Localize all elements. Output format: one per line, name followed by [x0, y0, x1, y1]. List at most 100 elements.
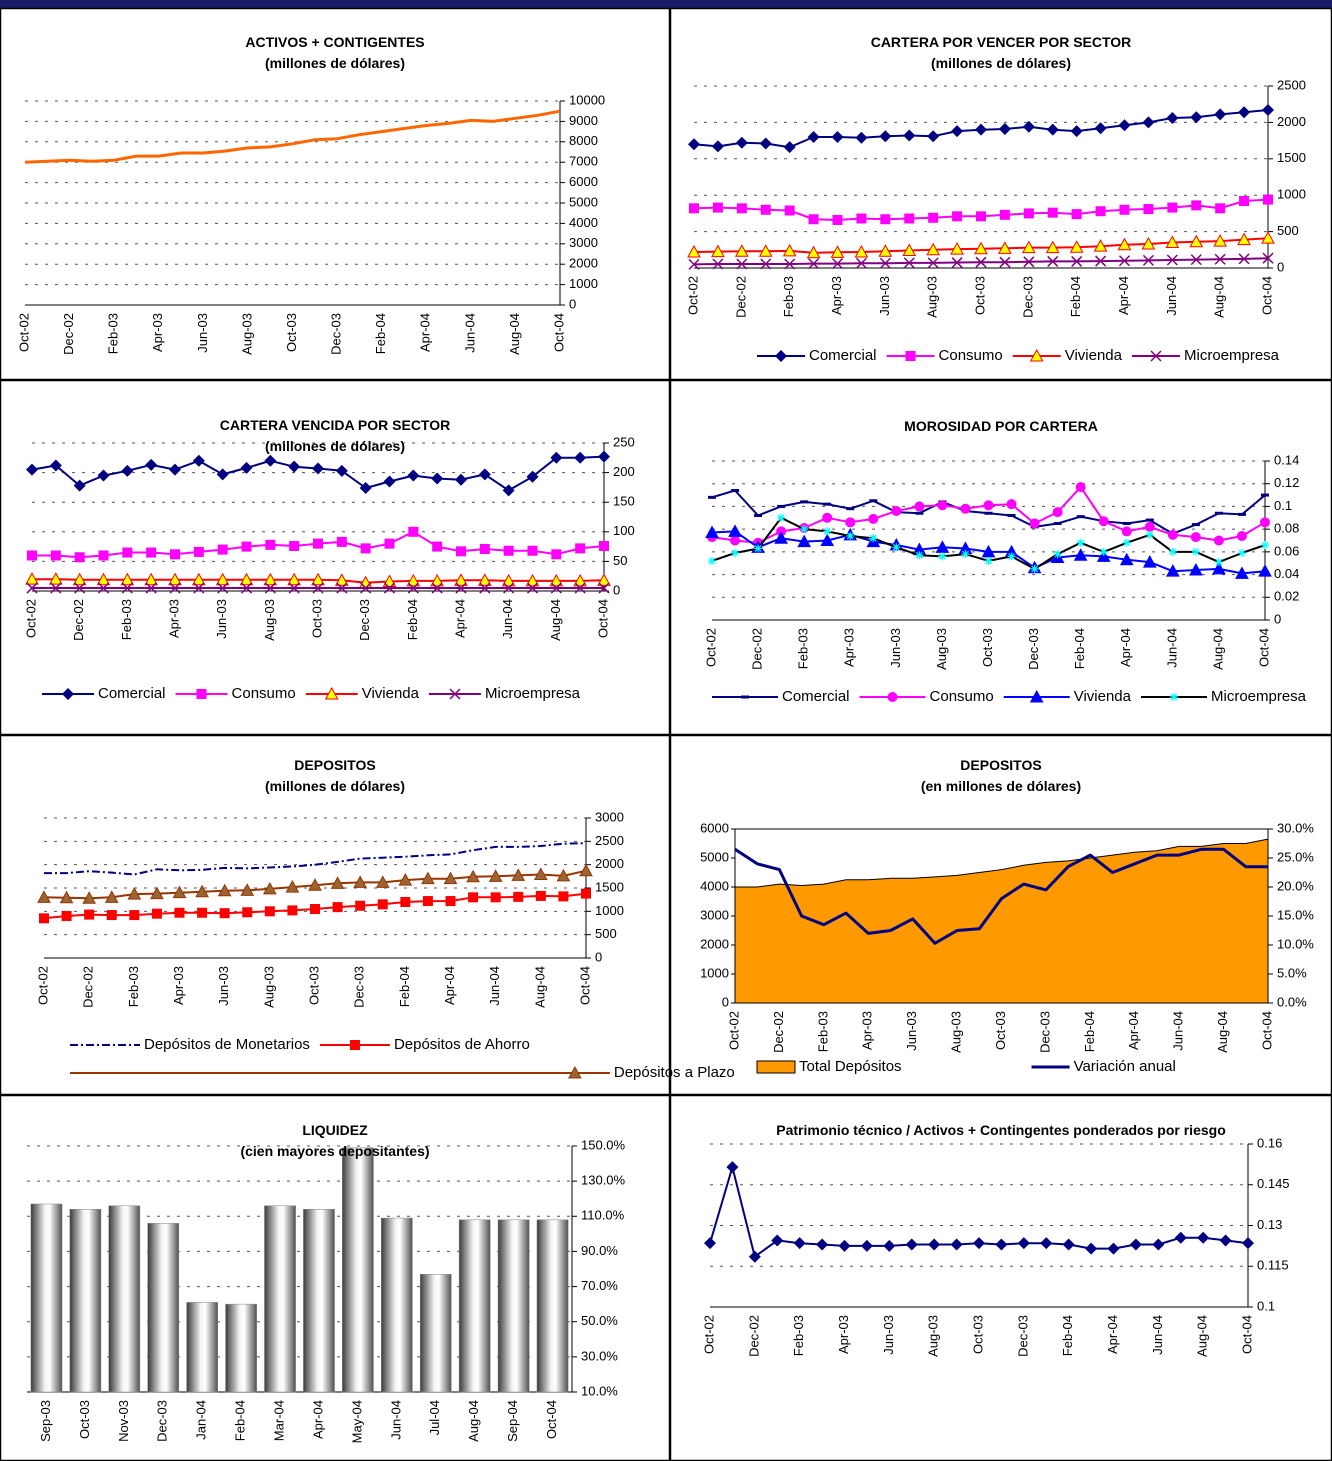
x-tick-label: Jun-03 [216, 966, 231, 1006]
marker [1174, 1231, 1187, 1244]
bar [186, 1302, 219, 1393]
marker [1119, 552, 1134, 566]
marker [84, 909, 95, 920]
y-tick-label: 130.0% [581, 1173, 626, 1188]
chart-title: MOROSIDAD POR CARTERA [904, 418, 1098, 434]
marker [1046, 123, 1059, 136]
y-tick-label: 1000 [700, 965, 729, 980]
bar [342, 1147, 374, 1393]
marker [903, 257, 915, 269]
y-tick-label: 6000 [569, 174, 598, 189]
x-tick-label: Dec-02 [61, 313, 76, 355]
marker [432, 541, 443, 552]
marker [1213, 535, 1224, 546]
x-tick-label: Jun-03 [904, 1011, 919, 1051]
marker [27, 550, 37, 561]
marker [150, 886, 164, 900]
marker [1191, 200, 1202, 211]
x-tick-label: Jun-03 [877, 276, 892, 316]
y-tick-label: 50.0% [581, 1313, 618, 1328]
marker [975, 123, 987, 136]
x-tick-label: Aug-04 [548, 599, 563, 641]
marker [127, 887, 142, 900]
marker [902, 243, 917, 257]
marker [262, 881, 277, 895]
x-tick-label: Jun-04 [1171, 1011, 1186, 1051]
marker [915, 551, 924, 560]
marker [846, 531, 855, 540]
marker [736, 258, 748, 270]
x-tick-label: Aug-04 [1195, 1315, 1210, 1357]
marker [1096, 549, 1111, 562]
marker [384, 538, 395, 549]
x-tick-label: Feb-04 [1068, 276, 1083, 317]
x-tick-label: Feb-04 [373, 313, 388, 354]
marker [758, 244, 773, 257]
marker [375, 875, 390, 888]
marker [950, 1238, 963, 1251]
x-tick-label: Feb-04 [397, 966, 412, 1007]
marker [1190, 111, 1203, 124]
x-tick-label: May-04 [349, 1400, 364, 1443]
marker [513, 891, 524, 902]
marker [736, 203, 747, 214]
marker [490, 892, 501, 903]
y-tick-label: 4000 [700, 878, 729, 893]
marker [823, 527, 832, 536]
marker [983, 500, 994, 511]
marker [783, 141, 796, 154]
x-tick-label: Jun-03 [195, 313, 210, 353]
x-tick-label: Apr-04 [452, 599, 467, 638]
y-tick-label: 5000 [569, 194, 598, 209]
marker [129, 910, 140, 921]
x-tick-label: Feb-03 [796, 628, 811, 669]
marker [477, 573, 492, 586]
marker [1023, 208, 1034, 219]
marker [975, 256, 987, 268]
marker [121, 582, 133, 594]
marker [1069, 240, 1084, 253]
marker [1167, 202, 1178, 213]
marker [822, 512, 833, 523]
marker [455, 582, 467, 594]
x-tick-label: Jun-04 [487, 966, 502, 1006]
x-tick-label: Oct-03 [993, 1011, 1008, 1050]
marker [59, 890, 74, 904]
bar [497, 1219, 530, 1393]
marker [1053, 550, 1062, 559]
marker [984, 556, 993, 565]
x-tick-label: Dec-03 [1015, 1315, 1030, 1357]
legend-label: Consumo [930, 688, 994, 705]
marker [784, 205, 795, 216]
marker [478, 468, 491, 481]
x-tick-label: Feb-04 [405, 599, 420, 640]
marker [598, 450, 610, 463]
marker [735, 136, 748, 149]
y-tick-label: 0.13 [1257, 1217, 1282, 1232]
y-tick-label: 6000 [700, 820, 729, 835]
bar [69, 1209, 102, 1393]
marker [878, 244, 893, 257]
legend-item: Consumo [886, 347, 1003, 364]
bar [108, 1205, 141, 1393]
chart-title: CARTERA VENCIDA POR SECTOR [219, 417, 451, 433]
marker [431, 582, 443, 594]
marker [854, 244, 869, 258]
x-tick-label: Dec-03 [357, 599, 372, 641]
marker [1076, 538, 1085, 547]
y-tick-label: 2000 [569, 256, 598, 271]
x-tick-label: Oct-02 [23, 599, 38, 638]
bar [381, 1217, 413, 1393]
marker [1145, 530, 1154, 539]
x-tick-label: Apr-03 [829, 276, 844, 315]
series-line [24, 109, 561, 164]
x-tick-label: Apr-04 [310, 1400, 325, 1439]
marker [25, 572, 39, 585]
marker [169, 582, 181, 594]
marker [1052, 507, 1063, 518]
marker [1189, 234, 1204, 248]
marker [501, 573, 516, 587]
x-tick-label: Feb-03 [781, 276, 796, 317]
x-tick-label: Jan-04 [194, 1400, 209, 1440]
marker [407, 469, 420, 482]
